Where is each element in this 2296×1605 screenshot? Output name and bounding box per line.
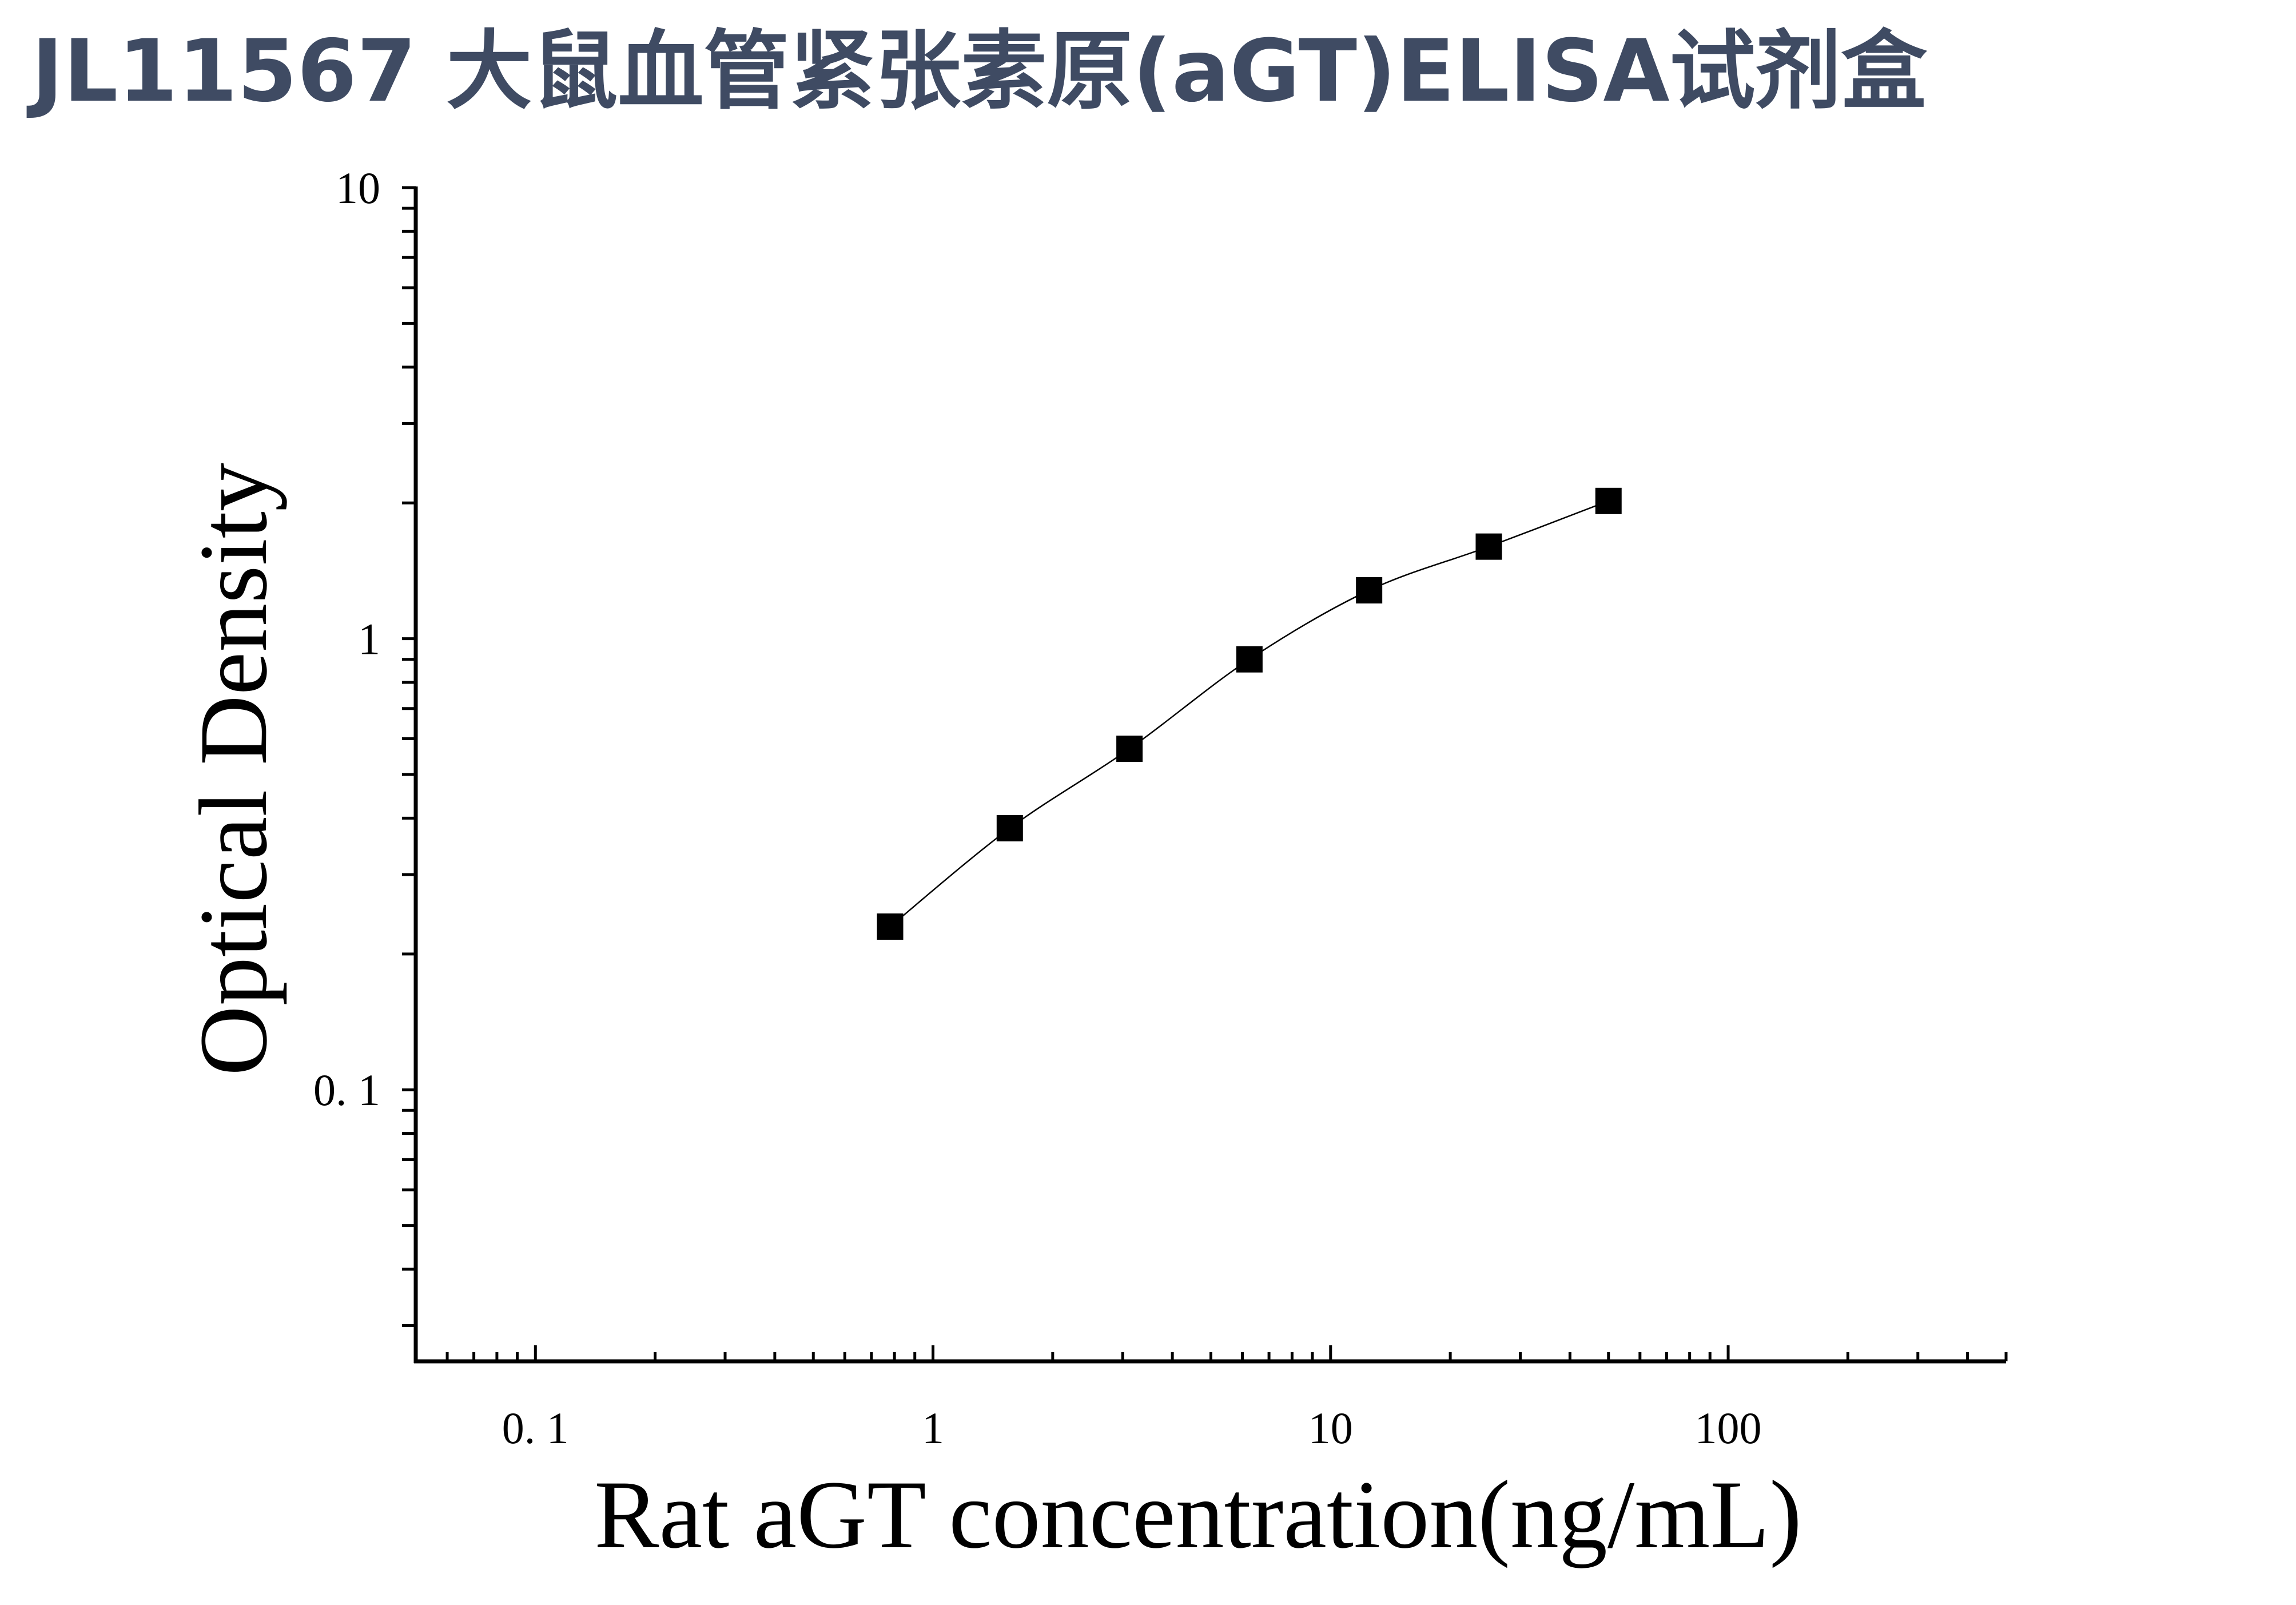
data-points [877, 487, 1622, 940]
y-tick-label: 0. 1 [313, 1065, 380, 1115]
data-point [996, 815, 1023, 841]
y-tick-label: 1 [358, 614, 380, 664]
x-tick-label: 10 [1308, 1403, 1353, 1453]
axis-ticks [402, 186, 2008, 1361]
data-point [1595, 487, 1622, 514]
data-point [1356, 577, 1383, 604]
y-axis-label: Optical Density [180, 463, 287, 1076]
axes [413, 186, 2006, 1364]
x-tick-label: 0. 1 [502, 1403, 569, 1453]
page-title: JL11567 大鼠血管紧张素原(aGT)ELISA试剂盒 [31, 22, 1927, 121]
tick-labels: 0. 1 1 10 100 0. 1 1 10 [313, 163, 1762, 1453]
y-tick-label: 10 [336, 163, 380, 213]
x-tick-label: 1 [922, 1403, 944, 1453]
x-tick-label: 100 [1695, 1403, 1762, 1453]
data-point [1116, 736, 1143, 762]
data-point [877, 913, 904, 940]
data-point [1236, 646, 1263, 673]
x-axis-label: Rat aGT concentration(ng/mL) [594, 1461, 1802, 1568]
data-point [1475, 533, 1502, 560]
fit-curve [889, 500, 1609, 927]
